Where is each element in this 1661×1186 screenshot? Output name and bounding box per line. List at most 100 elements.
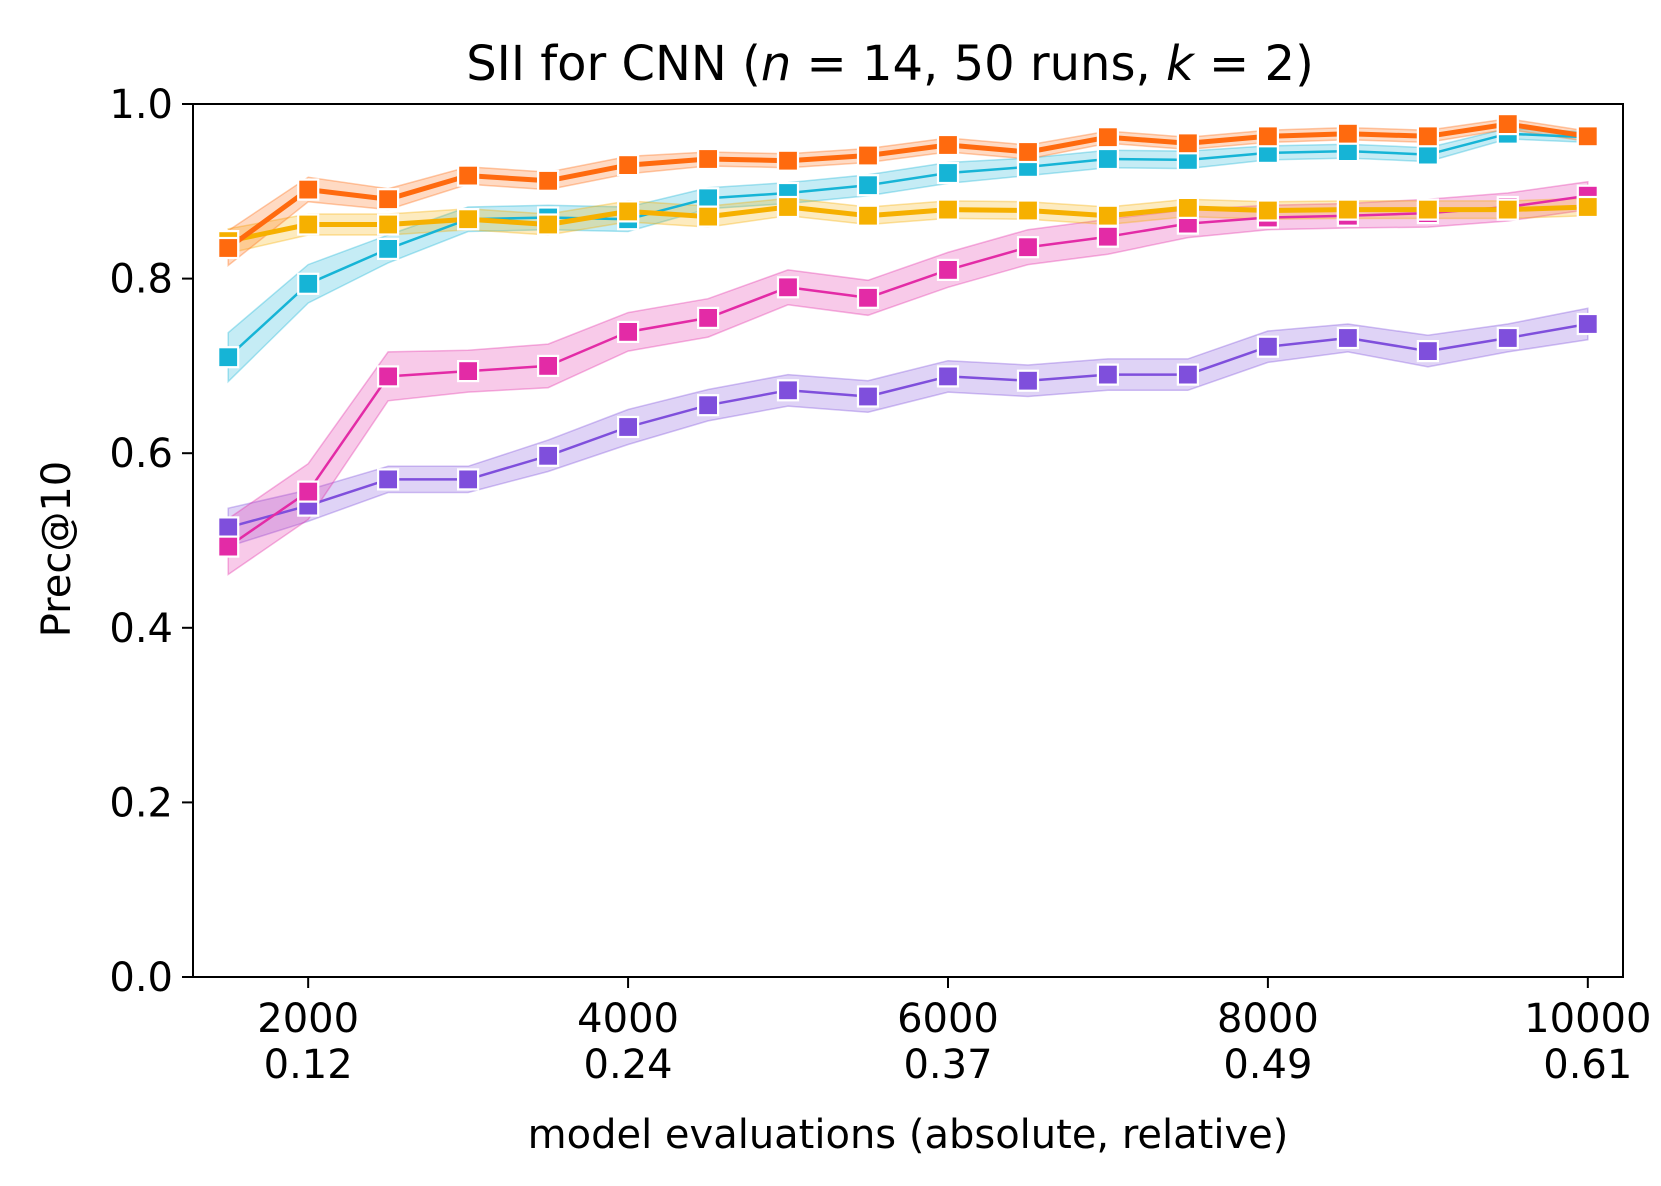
y-tick-label: 0.6 — [109, 431, 173, 477]
marker-purple — [1576, 312, 1599, 336]
chart-title: SII for CNN (n = 14, 50 runs, k = 2) — [466, 36, 1314, 92]
line-orange — [226, 121, 1589, 251]
marker-yellow — [696, 205, 720, 228]
marker-pink — [536, 354, 560, 377]
marker-yellow — [1016, 199, 1040, 222]
x-tick-label-absolute: 2000 — [257, 996, 359, 1042]
x-tick-label-relative: 0.49 — [1223, 1042, 1312, 1088]
marker-pink — [616, 320, 640, 343]
marker-orange — [696, 147, 720, 171]
marker-orange — [1176, 132, 1200, 155]
marker-purple — [696, 394, 720, 417]
x-tick-label-relative: 0.37 — [903, 1042, 992, 1088]
y-tick-label: 0.8 — [109, 257, 173, 303]
marker-cyan — [377, 237, 400, 260]
marker-orange — [1256, 125, 1280, 148]
x-axis-label: model evaluations (absolute, relative) — [528, 1112, 1289, 1158]
marker-purple — [1416, 340, 1440, 363]
marker-orange — [1096, 126, 1120, 149]
marker-purple — [457, 468, 480, 491]
x-tick-label-relative: 0.24 — [584, 1042, 673, 1088]
marker-pink — [1096, 225, 1120, 248]
marker-yellow — [457, 208, 480, 231]
x-tick-label-absolute: 8000 — [1217, 996, 1319, 1042]
marker-pink — [936, 258, 960, 281]
axes — [192, 103, 1624, 978]
marker-orange — [1016, 140, 1040, 164]
line-purple — [227, 322, 1589, 529]
marker-orange — [217, 236, 240, 260]
line-cyan — [227, 132, 1588, 359]
marker-cyan — [936, 161, 960, 185]
marker-purple — [1096, 363, 1120, 386]
plot-frame — [192, 103, 1624, 978]
y-axis-label: Prec@10 — [34, 461, 80, 637]
marker-yellow — [776, 195, 800, 219]
marker-purple — [536, 444, 560, 467]
marker-orange — [1336, 122, 1360, 145]
marker-cyan — [696, 187, 720, 210]
y-tick-label: 0.4 — [109, 606, 173, 652]
marker-yellow — [1096, 204, 1120, 227]
marker-yellow — [1176, 196, 1200, 219]
marker-purple — [1336, 326, 1360, 350]
marker-purple — [1016, 369, 1040, 392]
marker-yellow — [1336, 198, 1360, 221]
marker-orange — [457, 164, 480, 187]
series-lines — [226, 121, 1589, 548]
marker-purple — [856, 385, 880, 408]
marker-cyan — [217, 346, 240, 369]
marker-cyan — [1416, 143, 1440, 166]
marker-purple — [217, 516, 240, 539]
marker-pink — [1016, 236, 1040, 259]
marker-purple — [776, 379, 800, 402]
marker-pink — [457, 360, 480, 383]
marker-yellow — [297, 213, 320, 236]
marker-pink — [217, 535, 240, 558]
marker-pink — [776, 276, 800, 299]
marker-orange — [377, 188, 400, 211]
marker-purple — [377, 468, 400, 491]
line-yellow — [227, 204, 1588, 244]
marker-yellow — [616, 200, 640, 223]
line-pink — [227, 194, 1588, 548]
marker-orange — [536, 169, 560, 192]
x-tick-label-relative: 0.12 — [264, 1042, 353, 1088]
x-tick-label-relative: 0.61 — [1543, 1042, 1632, 1088]
x-tick-label-absolute: 10000 — [1524, 996, 1651, 1042]
marker-orange — [1416, 125, 1440, 148]
marker-orange — [776, 149, 800, 172]
marker-orange — [616, 154, 640, 177]
marker-cyan — [297, 272, 320, 295]
marker-orange — [1496, 112, 1519, 136]
marker-yellow — [856, 204, 880, 227]
marker-orange — [856, 144, 880, 167]
marker-yellow — [1496, 198, 1519, 221]
y-tick-label: 0.2 — [109, 780, 173, 826]
marker-cyan — [1096, 147, 1120, 171]
marker-orange — [1576, 125, 1599, 148]
marker-yellow — [377, 213, 400, 236]
x-tick-label-absolute: 6000 — [897, 996, 999, 1042]
marker-purple — [1256, 335, 1280, 358]
marker-purple — [1496, 326, 1519, 350]
marker-yellow — [1416, 198, 1440, 221]
y-tick-label: 1.0 — [109, 82, 173, 128]
marker-yellow — [1256, 199, 1280, 222]
y-axis-ticks: 0.0 0.2 0.4 0.6 0.8 1.0 — [109, 82, 193, 1001]
marker-yellow — [1576, 195, 1599, 219]
marker-pink — [297, 480, 320, 503]
band-purple — [227, 307, 1589, 548]
marker-orange — [936, 133, 960, 157]
marker-pink — [696, 306, 720, 329]
marker-cyan — [856, 174, 880, 197]
marker-orange — [297, 178, 320, 201]
marker-purple — [936, 365, 960, 388]
marker-yellow — [936, 198, 960, 221]
y-tick-label: 0.0 — [109, 955, 173, 1001]
marker-pink — [377, 365, 400, 388]
marker-purple — [1176, 363, 1200, 386]
marker-yellow — [536, 213, 560, 236]
